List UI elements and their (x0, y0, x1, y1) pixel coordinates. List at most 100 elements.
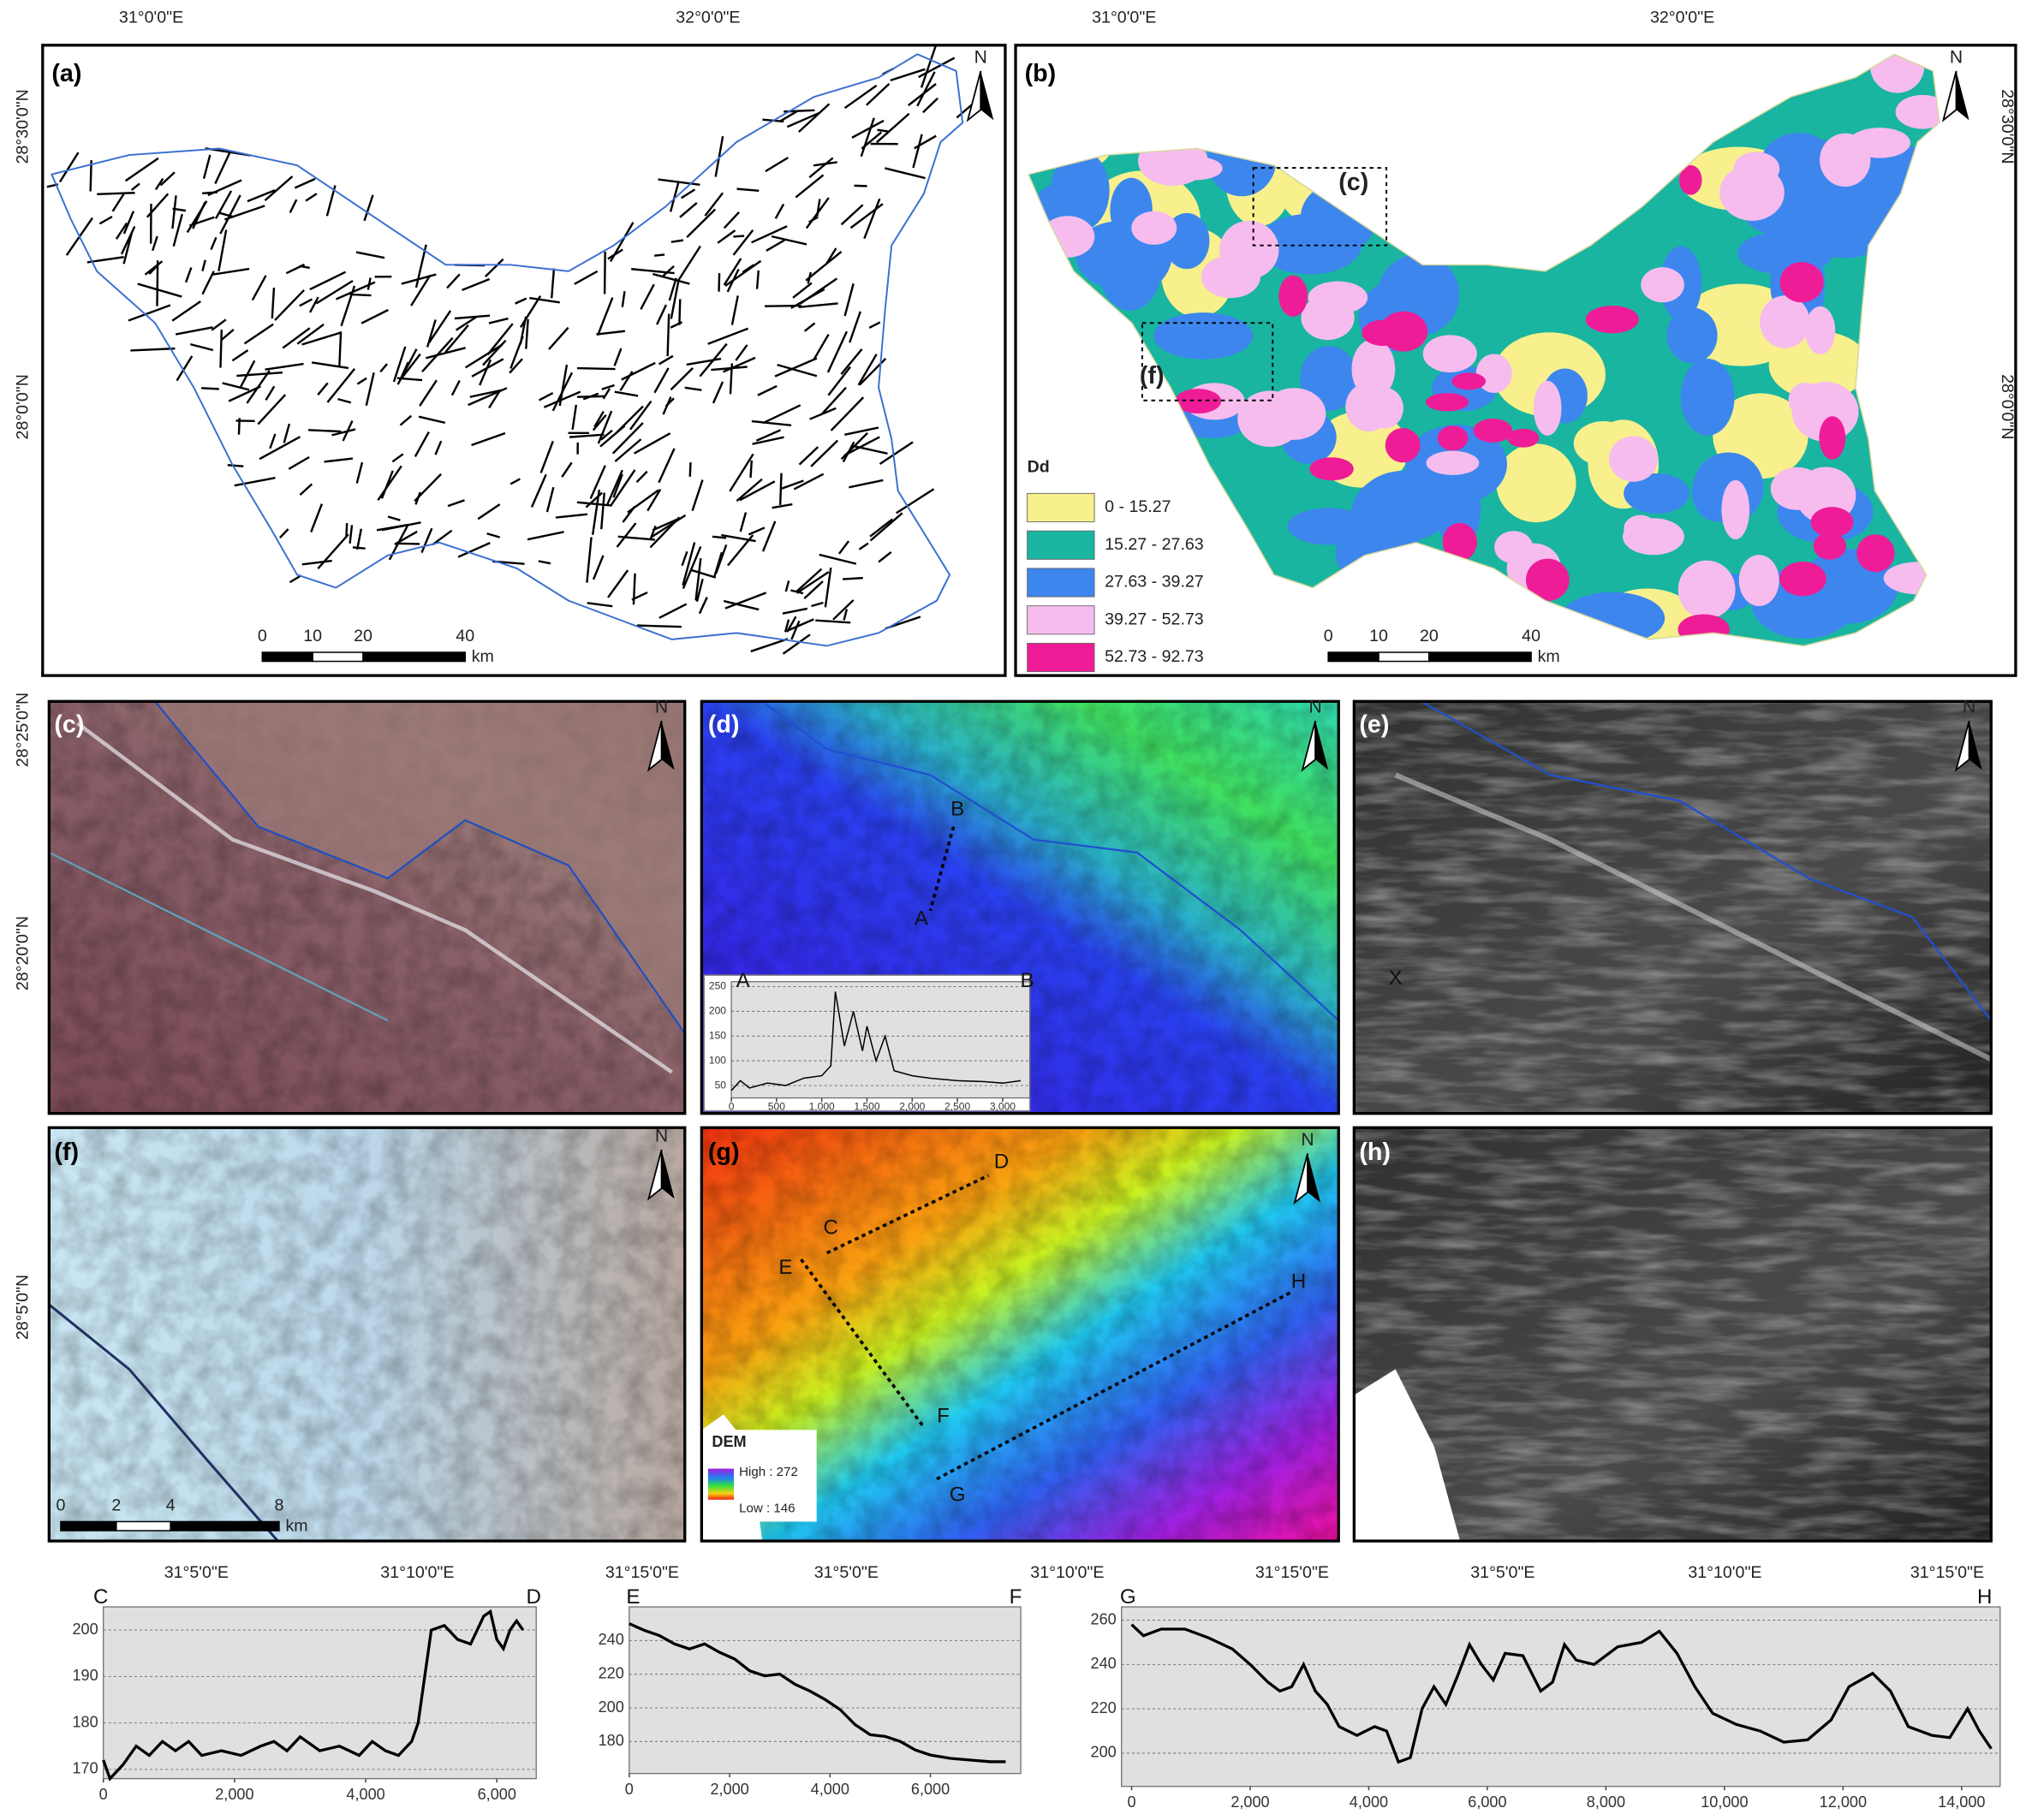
lineament (613, 348, 623, 366)
lineament (152, 235, 158, 252)
lineament (815, 619, 851, 624)
lineament (299, 265, 310, 270)
lineament (122, 211, 134, 235)
lineament (686, 208, 717, 238)
density-class (1437, 425, 1469, 451)
lineament (576, 395, 605, 398)
north-arrow (966, 70, 982, 122)
x-tick-label: 2,000 (1230, 1793, 1269, 1811)
lineament (607, 569, 629, 598)
lineament (274, 288, 305, 321)
lineament (172, 207, 187, 212)
lineament (317, 382, 329, 396)
inset-box (1141, 322, 1274, 401)
lineament (658, 448, 676, 484)
lineament (724, 259, 762, 287)
lineament (251, 275, 267, 301)
x-tick-label: 3,000 (990, 1100, 1016, 1112)
lineament (509, 358, 523, 374)
latitude-label: 28°30'0"N (1998, 89, 2017, 164)
lineament (678, 299, 682, 325)
point-label: G (950, 1484, 966, 1507)
lineament (914, 134, 937, 150)
x-tick-label: 10,000 (1701, 1793, 1748, 1811)
legend-label: 0 - 15.27 (1105, 497, 1171, 516)
lineament (419, 379, 438, 407)
lineament (227, 464, 244, 467)
y-tick-label: 150 (709, 1029, 726, 1041)
density-class (1309, 457, 1354, 481)
lineament (777, 363, 818, 378)
panel-frame (47, 699, 687, 1115)
lineament (186, 200, 208, 234)
x-tick-label: 1,500 (854, 1100, 879, 1112)
density-class (1810, 507, 1854, 538)
x-tick-label: 4,000 (1350, 1793, 1388, 1811)
lineament (611, 422, 644, 455)
density-class (1895, 94, 1940, 129)
lineament (130, 182, 140, 192)
lineament (600, 492, 605, 530)
lineament (356, 377, 367, 385)
lineament (576, 366, 616, 371)
panel-label: (c) (54, 711, 84, 739)
lineament (345, 523, 349, 537)
lineament (214, 151, 231, 185)
lineament (551, 268, 556, 299)
lineament (653, 253, 665, 257)
lineament (432, 529, 453, 546)
lineament (718, 273, 721, 292)
lineament (471, 431, 506, 447)
y-tick-label: 180 (72, 1713, 98, 1730)
density-class (1848, 128, 1911, 158)
lineament (629, 400, 652, 431)
panel-label: (a) (51, 60, 81, 87)
lineament (849, 311, 861, 343)
lineament (376, 523, 408, 532)
density-class (1442, 522, 1477, 562)
lineament (863, 198, 881, 240)
lineament (844, 426, 879, 436)
lineament (221, 329, 235, 341)
lineament (876, 112, 910, 144)
longitude-label: 31°10'0"E (380, 1563, 454, 1582)
lineament (803, 322, 816, 332)
lineament (647, 489, 662, 512)
lineament (421, 336, 454, 373)
lineament (394, 530, 418, 545)
lineament (733, 235, 745, 238)
lineament (782, 607, 808, 615)
profile-end-label: C (93, 1585, 108, 1609)
lineament (464, 343, 503, 369)
lineament (587, 602, 613, 608)
lineament (379, 363, 388, 373)
lineament (796, 568, 823, 593)
lineament (239, 360, 256, 388)
lineament (551, 372, 574, 412)
lineament (684, 386, 702, 391)
lineament (694, 557, 702, 601)
panel-frame (700, 699, 1340, 1115)
lineament (355, 528, 363, 550)
plot-area (730, 981, 1031, 1099)
lineament (879, 441, 914, 466)
lineament (750, 638, 789, 653)
lineament (810, 439, 839, 467)
lineament (301, 331, 342, 346)
lineament (825, 247, 837, 265)
lineament (690, 568, 717, 579)
density-class (1813, 532, 1846, 560)
lineament (349, 525, 354, 544)
lineament (681, 550, 688, 567)
lineament (414, 491, 421, 505)
lineament (792, 282, 813, 299)
lineament (751, 419, 792, 426)
lineament (779, 110, 799, 122)
lineament (214, 190, 233, 219)
lineament (488, 389, 502, 409)
lineament (658, 354, 674, 366)
x-tick-label: 1,000 (809, 1100, 835, 1112)
lineament (819, 553, 857, 565)
lineament (787, 618, 814, 632)
x-tick-label: 12,000 (1820, 1793, 1867, 1811)
